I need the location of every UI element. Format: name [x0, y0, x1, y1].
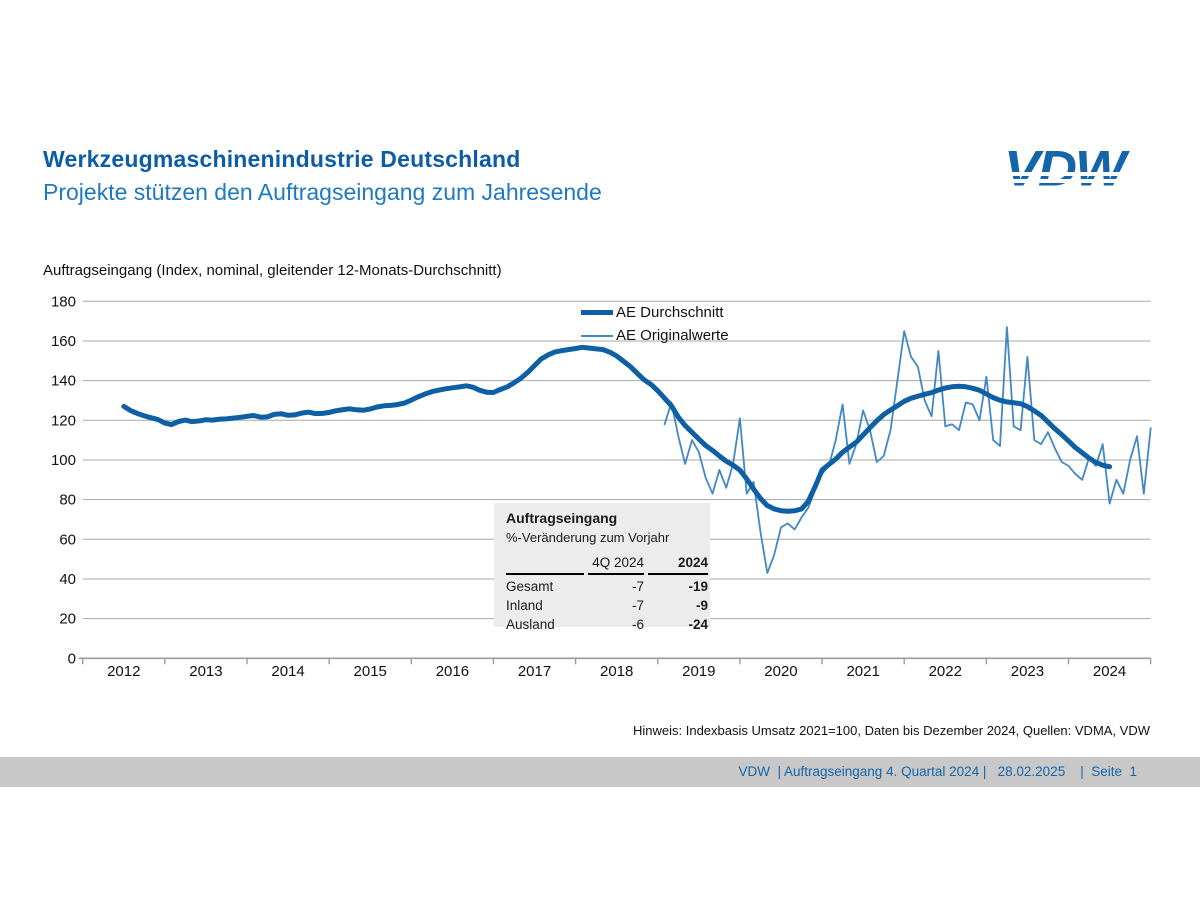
svg-text:2024: 2024 — [1093, 663, 1126, 680]
order-intake-inset-table: Auftragseingang %-Veränderung zum Vorjah… — [494, 503, 710, 632]
thin-line-swatch-icon — [581, 334, 613, 337]
legend-item-original: AE Originalwerte — [581, 324, 729, 347]
svg-text:2022: 2022 — [929, 663, 962, 680]
table-row-year-value: -24 — [688, 617, 708, 632]
svg-text:2015: 2015 — [354, 663, 387, 680]
svg-text:100: 100 — [51, 452, 76, 469]
slide-footer-bar: VDW | Auftragseingang 4. Quartal 2024 | … — [0, 757, 1200, 787]
table-row-q4-value: -7 — [631, 598, 644, 613]
chart-axis-title: Auftragseingang (Index, nominal, gleiten… — [43, 262, 502, 279]
svg-text:60: 60 — [59, 531, 76, 548]
thick-line-swatch-icon — [581, 310, 613, 315]
inset-col-spacer — [506, 555, 584, 575]
table-row-label: Inland — [506, 598, 543, 613]
inset-col-header-q4: 4Q 2024 — [588, 555, 644, 575]
svg-text:2019: 2019 — [682, 663, 715, 680]
svg-text:160: 160 — [51, 333, 76, 350]
table-row-year-value: -9 — [695, 598, 708, 613]
svg-text:40: 40 — [59, 571, 76, 588]
svg-text:2016: 2016 — [436, 663, 469, 680]
svg-text:20: 20 — [59, 611, 76, 628]
svg-text:2020: 2020 — [764, 663, 797, 680]
svg-text:80: 80 — [59, 492, 76, 509]
svg-text:180: 180 — [51, 293, 76, 310]
logo-stripe-icon — [1004, 179, 1156, 183]
table-row-q4-value: -6 — [631, 617, 644, 632]
vdw-logo: VDW — [1004, 148, 1156, 198]
table-row-year-value: -19 — [688, 579, 708, 594]
source-footnote: Hinweis: Indexbasis Umsatz 2021=100, Dat… — [633, 723, 1150, 738]
svg-text:120: 120 — [51, 412, 76, 429]
inset-table-title: Auftragseingang — [506, 510, 618, 526]
svg-text:2018: 2018 — [600, 663, 633, 680]
svg-text:2017: 2017 — [518, 663, 551, 680]
table-row-label: Ausland — [506, 617, 555, 632]
legend-label: AE Originalwerte — [616, 327, 729, 344]
logo-stripe-icon — [1004, 172, 1156, 176]
svg-text:2014: 2014 — [271, 663, 304, 680]
svg-text:2023: 2023 — [1011, 663, 1044, 680]
table-row-label: Gesamt — [506, 579, 554, 594]
table-row-q4-value: -7 — [631, 579, 644, 594]
legend-label: AE Durchschnitt — [616, 304, 724, 321]
inset-table-subtitle: %-Veränderung zum Vorjahr — [506, 530, 670, 545]
page-subtitle: Projekte stützen den Auftragseingang zum… — [43, 179, 602, 205]
slide-footer-text: VDW | Auftragseingang 4. Quartal 2024 | … — [738, 764, 1137, 779]
svg-text:0: 0 — [68, 650, 76, 667]
logo-stripe-icon — [1004, 186, 1156, 190]
svg-text:140: 140 — [51, 373, 76, 390]
chart-legend: AE Durchschnitt AE Originalwerte — [581, 301, 729, 347]
svg-text:2013: 2013 — [189, 663, 222, 680]
svg-text:2021: 2021 — [846, 663, 879, 680]
legend-item-average: AE Durchschnitt — [581, 301, 729, 324]
page-title: Werkzeugmaschinenindustrie Deutschland — [43, 146, 521, 172]
svg-text:2012: 2012 — [107, 663, 140, 680]
inset-col-header-year: 2024 — [648, 555, 708, 575]
